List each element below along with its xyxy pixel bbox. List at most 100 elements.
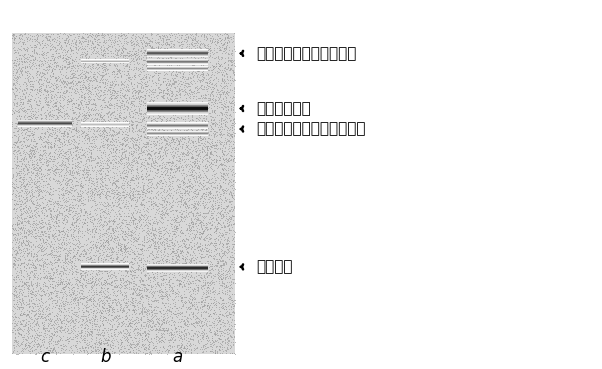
Point: [52, 315, 61, 321]
Point: [223, 158, 233, 164]
Point: [20, 188, 29, 194]
Point: [93, 255, 103, 261]
Point: [130, 215, 140, 221]
Point: [89, 167, 99, 173]
Point: [203, 270, 213, 276]
Point: [197, 70, 207, 76]
Point: [113, 316, 123, 322]
Point: [189, 173, 199, 179]
Point: [80, 181, 90, 187]
Point: [190, 159, 200, 165]
Point: [201, 125, 211, 131]
Point: [108, 259, 117, 265]
Point: [173, 344, 182, 350]
Point: [9, 259, 19, 265]
Point: [12, 75, 22, 80]
Point: [95, 162, 105, 168]
Point: [129, 50, 138, 56]
Point: [191, 231, 200, 237]
Point: [43, 339, 52, 345]
Point: [201, 115, 211, 121]
Point: [14, 246, 23, 252]
Point: [45, 153, 55, 159]
Point: [208, 285, 217, 291]
Point: [200, 343, 209, 349]
Point: [193, 51, 203, 57]
Point: [216, 139, 226, 145]
Point: [73, 230, 83, 235]
Point: [138, 116, 147, 122]
Point: [95, 62, 104, 68]
Point: [64, 120, 74, 125]
Point: [42, 199, 52, 204]
Point: [122, 201, 131, 207]
Point: [72, 197, 82, 203]
Point: [90, 278, 100, 284]
Point: [133, 151, 143, 157]
Point: [167, 38, 177, 44]
Point: [73, 297, 83, 303]
Point: [173, 201, 182, 207]
Point: [159, 242, 169, 248]
Point: [188, 311, 198, 317]
Point: [13, 220, 22, 226]
Point: [48, 346, 58, 352]
Point: [77, 128, 87, 134]
Point: [36, 74, 46, 80]
Point: [167, 70, 176, 76]
Point: [128, 52, 138, 58]
Point: [98, 113, 107, 119]
Point: [27, 316, 37, 322]
Point: [162, 327, 172, 332]
Point: [224, 145, 234, 151]
Point: [36, 205, 46, 211]
Point: [194, 135, 204, 141]
Point: [223, 303, 233, 309]
Point: [142, 162, 152, 168]
Point: [117, 149, 127, 155]
Point: [187, 302, 197, 308]
Point: [209, 117, 219, 123]
Point: [75, 153, 84, 159]
Point: [58, 264, 68, 270]
Point: [69, 327, 79, 332]
Point: [84, 177, 94, 183]
Point: [158, 132, 168, 138]
Point: [117, 208, 127, 214]
Point: [98, 258, 108, 264]
Point: [183, 204, 193, 210]
Point: [39, 32, 48, 38]
Point: [169, 111, 178, 117]
Point: [166, 206, 175, 211]
Point: [34, 329, 43, 335]
Point: [57, 210, 66, 216]
Point: [70, 295, 79, 301]
Point: [107, 123, 116, 128]
Point: [216, 324, 225, 330]
Point: [200, 52, 209, 58]
Point: [29, 163, 39, 169]
Point: [208, 206, 218, 212]
Point: [196, 120, 206, 126]
Point: [217, 332, 227, 338]
Point: [206, 277, 216, 283]
Point: [10, 327, 19, 333]
Point: [78, 168, 88, 174]
Point: [157, 58, 167, 64]
Point: [132, 141, 141, 147]
Point: [83, 194, 93, 200]
Point: [214, 268, 223, 273]
Point: [144, 230, 154, 236]
Point: [69, 334, 78, 340]
Point: [110, 54, 119, 60]
Point: [128, 347, 137, 353]
Point: [191, 84, 201, 90]
Point: [164, 132, 174, 138]
Point: [57, 342, 66, 348]
Point: [144, 238, 154, 244]
Point: [45, 174, 54, 180]
Point: [42, 221, 51, 227]
Point: [170, 222, 180, 228]
Point: [11, 244, 21, 250]
Point: [45, 273, 54, 279]
